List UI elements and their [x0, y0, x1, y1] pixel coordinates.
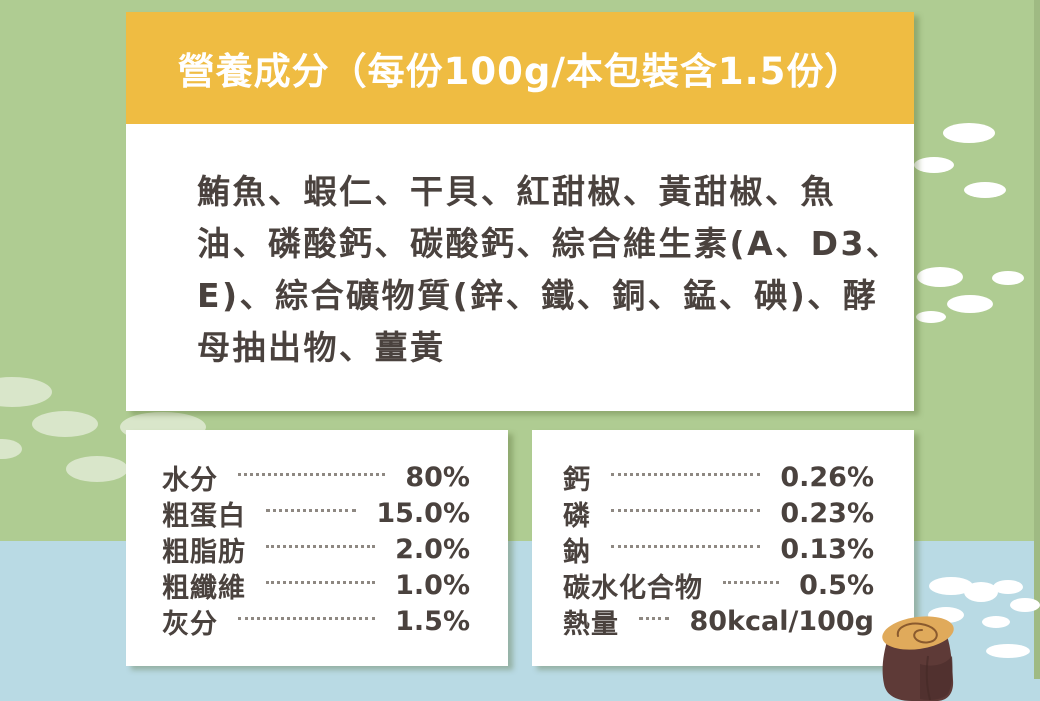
- nutrient-value: 15.0%: [376, 497, 470, 529]
- nutrient-value: 2.0%: [395, 533, 470, 565]
- nutrient-row: 粗脂肪 2.0%: [162, 531, 470, 568]
- nutrient-row: 鈉 0.13%: [563, 531, 874, 568]
- dotted-leader: [238, 472, 386, 476]
- dotted-leader: [611, 508, 761, 512]
- dotted-leader: [611, 544, 761, 548]
- cloud-oval-decoration: [964, 182, 1006, 198]
- panel-header: 營養成分（每份100g/本包裝含1.5份）: [126, 12, 914, 124]
- cloud-oval-decoration: [914, 157, 954, 173]
- cloud-oval-decoration: [993, 580, 1023, 594]
- nutrient-label: 水分: [162, 464, 218, 496]
- nutrient-value: 80%: [405, 461, 470, 493]
- nutrient-label: 磷: [563, 500, 591, 532]
- analysis-card-right: 鈣 0.26% 磷 0.23% 鈉 0.13% 碳水化合物 0.5% 熱量 80…: [532, 430, 914, 666]
- ingredients-line: E)、綜合礦物質(鋅、鐵、銅、錳、碘)、酵: [197, 276, 879, 315]
- nutrient-row: 熱量 80kcal/100g: [563, 603, 874, 640]
- cloud-oval-decoration: [964, 582, 998, 602]
- cloud-oval-decoration: [1010, 598, 1040, 612]
- nutrient-row: 水分 80%: [162, 459, 470, 496]
- nutrient-value: 0.5%: [799, 569, 874, 601]
- nutrient-row: 粗纖維 1.0%: [162, 567, 470, 604]
- bubble-oval-decoration: [0, 377, 52, 407]
- nutrient-value: 1.0%: [395, 569, 470, 601]
- nutrient-value: 1.5%: [395, 605, 470, 637]
- dotted-leader: [723, 580, 780, 584]
- dotted-leader: [639, 616, 670, 620]
- nutrient-row: 碳水化合物 0.5%: [563, 567, 874, 604]
- bubble-oval-decoration: [66, 456, 128, 482]
- nutrient-label: 碳水化合物: [563, 572, 703, 604]
- stump-spiral: [896, 622, 938, 644]
- dotted-leader: [266, 508, 357, 512]
- cloud-oval-decoration: [916, 311, 946, 323]
- ingredients-line: 母抽出物、薑黃: [197, 328, 446, 367]
- nutrition-panel-card: 營養成分（每份100g/本包裝含1.5份） 鮪魚、蝦仁、干貝、紅甜椒、黃甜椒、魚…: [126, 12, 914, 411]
- dotted-leader: [238, 616, 376, 620]
- tree-stump-illustration: [882, 616, 954, 701]
- stump-crease: [925, 655, 931, 701]
- nutrient-label: 粗纖維: [162, 572, 246, 604]
- nutrient-row: 粗蛋白 15.0%: [162, 495, 470, 532]
- right-edge-shade: [1034, 0, 1040, 679]
- cloud-oval-decoration: [947, 295, 993, 313]
- ingredients-line: 油、磷酸鈣、碳酸鈣、綜合維生素(A、D3、: [197, 224, 902, 263]
- nutrient-label: 鈣: [563, 464, 591, 496]
- stump-top: [882, 616, 954, 650]
- nutrient-row: 鈣 0.26%: [563, 459, 874, 496]
- cloud-oval-decoration: [943, 123, 995, 143]
- nutrient-value: 0.26%: [780, 461, 874, 493]
- bubble-oval-decoration: [0, 439, 22, 459]
- cloud-oval-decoration: [917, 267, 963, 287]
- nutrient-label: 粗脂肪: [162, 536, 246, 568]
- dotted-leader: [266, 580, 376, 584]
- cloud-oval-decoration: [986, 644, 1030, 658]
- nutrient-value: 0.23%: [780, 497, 874, 529]
- nutrient-label: 熱量: [563, 608, 619, 640]
- nutrient-row: 灰分 1.5%: [162, 603, 470, 640]
- cloud-oval-decoration: [992, 271, 1024, 285]
- nutrient-value: 0.13%: [780, 533, 874, 565]
- dotted-leader: [266, 544, 376, 548]
- nutrient-row: 磷 0.23%: [563, 495, 874, 532]
- ingredients-text: 鮪魚、蝦仁、干貝、紅甜椒、黃甜椒、魚 油、磷酸鈣、碳酸鈣、綜合維生素(A、D3、…: [126, 124, 914, 374]
- panel-title: 營養成分（每份100g/本包裝含1.5份）: [177, 50, 863, 93]
- nutrient-label: 鈉: [563, 536, 591, 568]
- nutrient-label: 粗蛋白: [162, 500, 246, 532]
- cloud-oval-decoration: [982, 616, 1010, 628]
- analysis-card-left: 水分 80% 粗蛋白 15.0% 粗脂肪 2.0% 粗纖維 1.0% 灰分 1.…: [126, 430, 508, 666]
- nutrient-label: 灰分: [162, 608, 218, 640]
- nutrient-value: 80kcal/100g: [689, 605, 874, 637]
- ingredients-line: 鮪魚、蝦仁、干貝、紅甜椒、黃甜椒、魚: [197, 172, 836, 211]
- bubble-oval-decoration: [32, 411, 98, 437]
- dotted-leader: [611, 472, 761, 476]
- cloud-oval-decoration: [929, 577, 973, 595]
